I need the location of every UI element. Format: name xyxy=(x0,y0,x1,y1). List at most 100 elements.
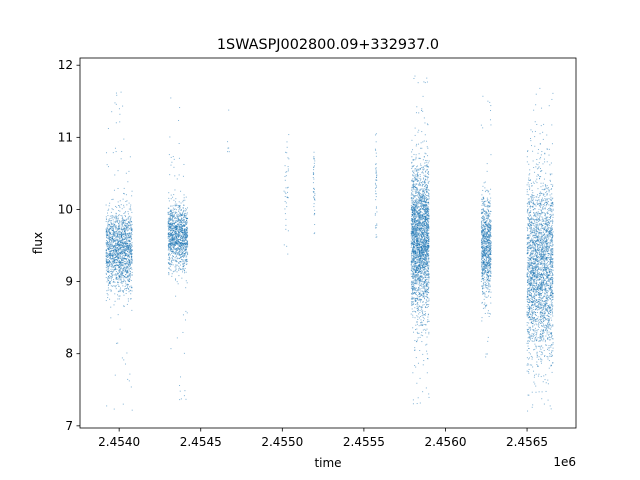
data-point xyxy=(416,297,418,299)
data-point xyxy=(183,234,185,236)
data-point xyxy=(424,170,426,172)
data-point xyxy=(178,275,180,277)
data-point xyxy=(425,140,427,142)
data-point xyxy=(183,237,185,239)
data-point xyxy=(168,274,170,276)
data-point xyxy=(118,295,120,297)
data-point xyxy=(417,241,418,243)
data-point xyxy=(109,228,111,230)
data-point xyxy=(185,271,187,273)
data-point xyxy=(115,218,117,220)
data-point xyxy=(180,236,181,238)
data-point xyxy=(419,295,421,297)
data-point xyxy=(118,278,120,280)
data-point xyxy=(174,175,176,177)
data-point xyxy=(423,287,425,289)
data-point xyxy=(174,208,176,210)
data-point xyxy=(422,262,424,264)
data-point xyxy=(108,270,110,272)
data-point xyxy=(417,177,419,179)
data-point xyxy=(426,294,428,296)
data-point xyxy=(187,217,189,219)
data-point xyxy=(170,245,172,247)
data-point xyxy=(421,267,423,269)
data-point xyxy=(120,276,122,278)
data-point xyxy=(114,261,116,263)
data-point xyxy=(124,271,126,273)
data-point xyxy=(425,208,427,209)
data-point xyxy=(420,142,422,144)
data-point xyxy=(111,276,113,278)
data-point xyxy=(110,317,112,319)
data-point xyxy=(168,221,170,223)
data-point xyxy=(125,262,127,264)
data-point xyxy=(412,327,414,329)
data-point xyxy=(426,146,428,148)
data-point xyxy=(178,254,180,256)
data-point xyxy=(287,230,289,232)
data-point xyxy=(109,258,111,260)
data-point xyxy=(178,229,180,231)
data-point xyxy=(414,251,416,253)
data-point xyxy=(122,239,124,241)
data-point xyxy=(416,276,418,278)
data-point xyxy=(420,229,422,231)
data-point xyxy=(287,191,289,193)
data-point xyxy=(118,230,120,232)
data-point xyxy=(171,161,173,163)
data-point xyxy=(129,256,131,258)
data-point xyxy=(170,222,172,224)
data-point xyxy=(186,230,188,232)
data-point xyxy=(176,217,178,219)
data-point xyxy=(122,252,124,254)
data-point xyxy=(416,226,418,228)
data-point xyxy=(118,279,120,281)
data-point xyxy=(129,251,131,253)
data-point xyxy=(412,274,414,276)
data-point xyxy=(418,238,420,240)
data-point xyxy=(425,330,427,332)
data-point xyxy=(127,245,129,247)
data-point xyxy=(180,223,182,225)
data-point xyxy=(121,231,123,233)
data-point xyxy=(177,233,179,235)
data-point xyxy=(419,215,421,217)
data-point xyxy=(414,279,416,281)
data-point xyxy=(112,227,114,229)
data-point xyxy=(116,274,118,276)
data-point xyxy=(120,252,122,254)
data-point xyxy=(419,377,421,379)
data-point xyxy=(419,210,421,212)
data-point xyxy=(427,177,429,179)
data-point xyxy=(425,251,427,253)
data-point xyxy=(182,225,184,227)
data-point xyxy=(115,220,117,222)
data-point xyxy=(112,239,114,241)
data-point xyxy=(410,194,412,196)
data-point xyxy=(117,254,119,256)
data-point xyxy=(417,82,419,84)
data-point xyxy=(180,242,182,243)
data-point xyxy=(130,285,132,287)
data-point xyxy=(122,239,124,241)
data-point xyxy=(115,269,117,271)
data-point xyxy=(128,256,130,258)
data-point xyxy=(115,103,117,105)
data-point xyxy=(428,194,430,196)
data-point xyxy=(420,223,422,225)
data-point xyxy=(412,218,414,220)
data-point xyxy=(114,249,116,251)
data-point xyxy=(423,229,425,231)
data-point xyxy=(412,170,414,172)
data-point xyxy=(111,225,113,227)
data-point xyxy=(422,304,424,306)
data-point xyxy=(414,206,416,208)
data-point xyxy=(412,252,414,254)
data-point xyxy=(420,200,422,202)
data-point xyxy=(426,81,428,83)
data-point xyxy=(423,200,425,202)
data-point xyxy=(107,271,109,273)
data-point xyxy=(171,263,173,265)
data-point xyxy=(411,206,413,208)
data-point xyxy=(427,255,429,257)
